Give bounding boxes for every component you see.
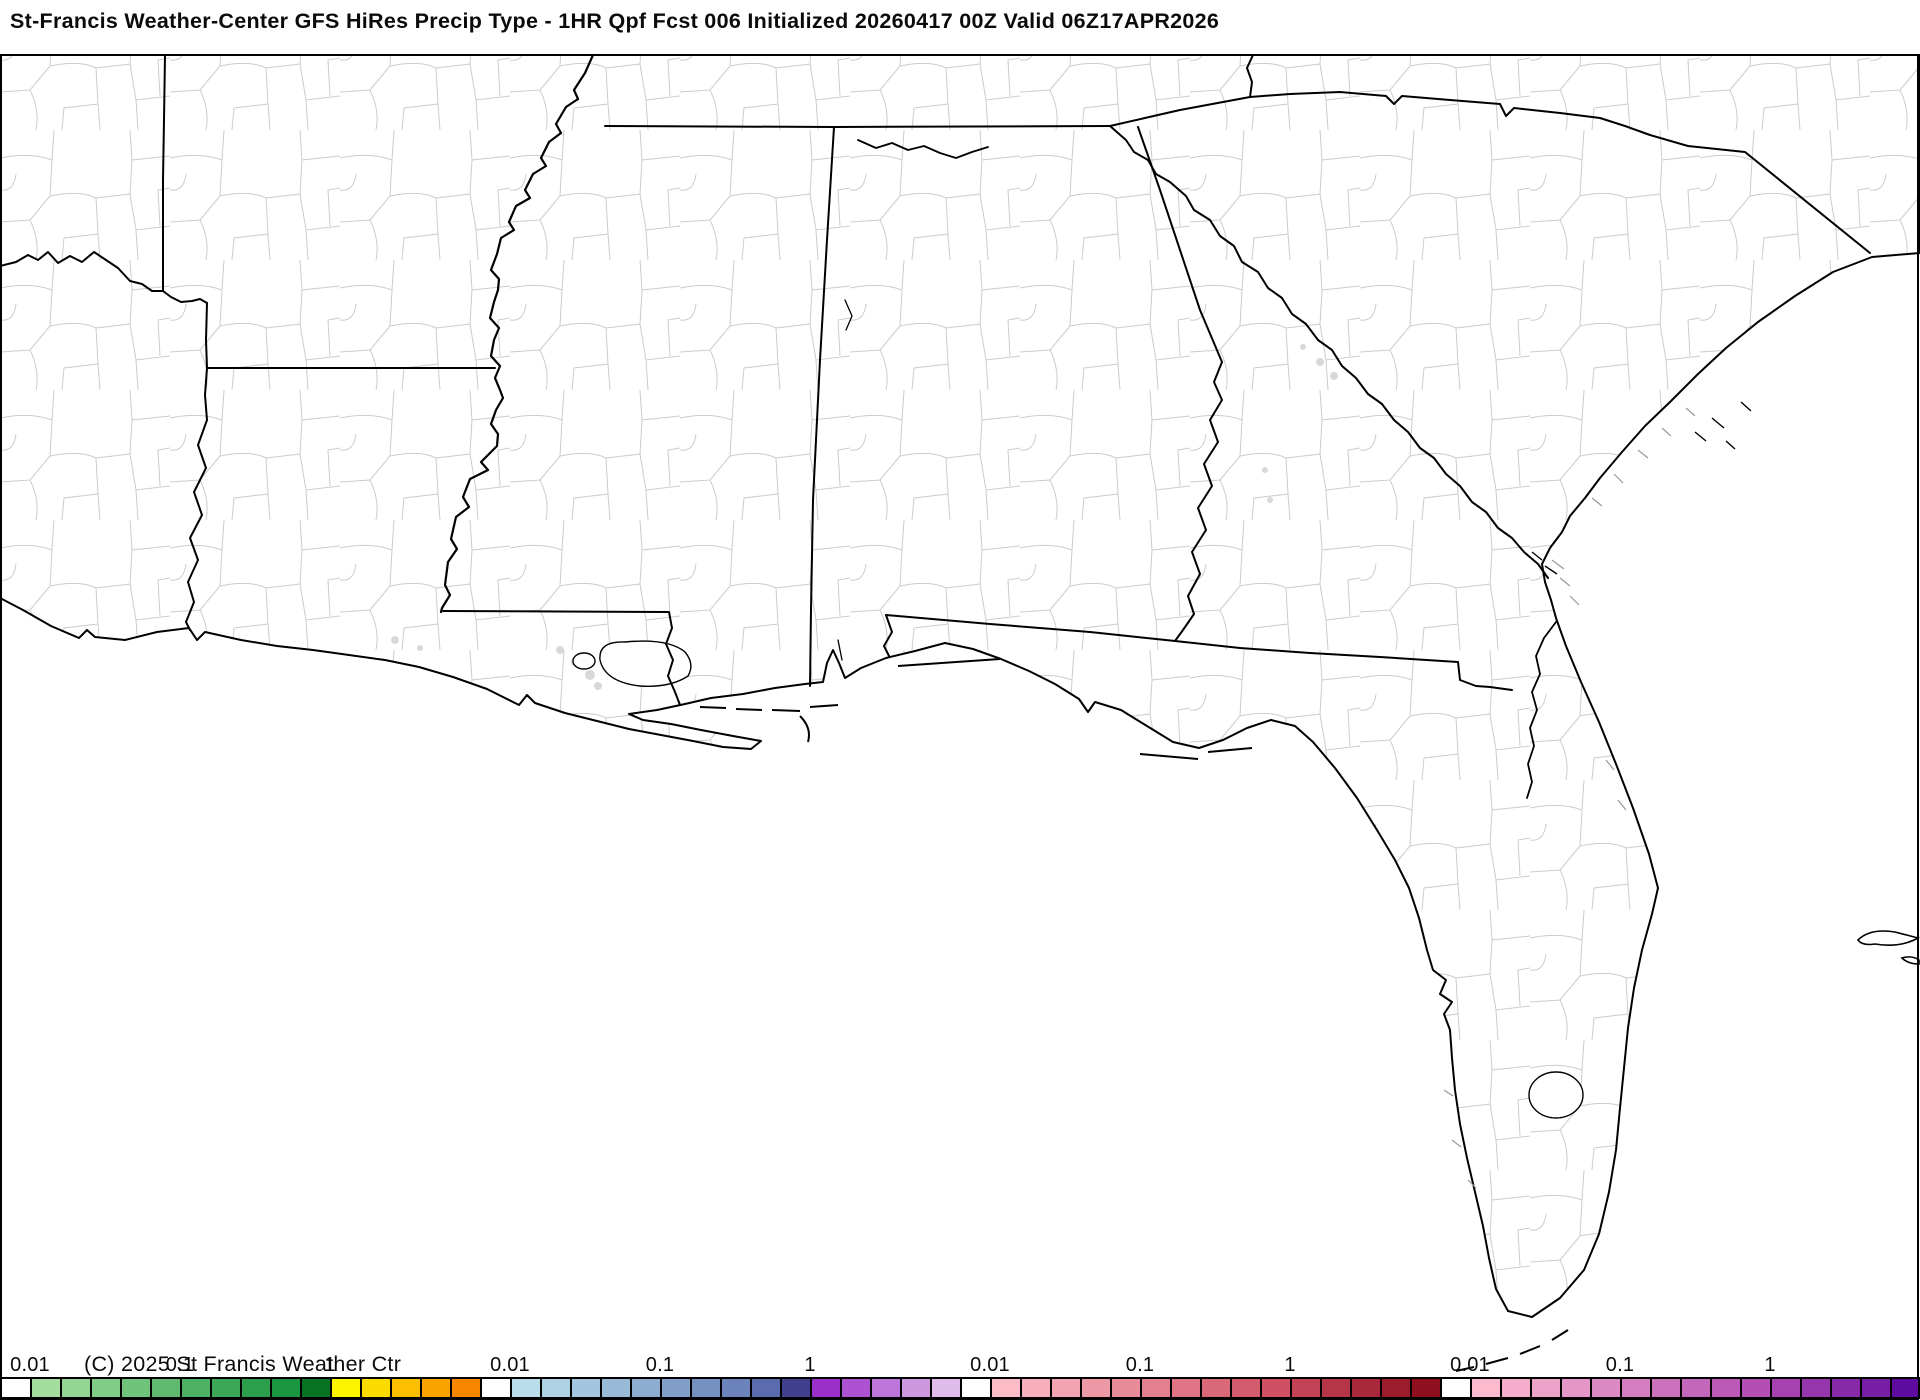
bahama-island [1856, 930, 1920, 965]
border-la-ms [442, 610, 681, 706]
rivers [439, 53, 1557, 799]
lake-okeechobee [1528, 1071, 1584, 1119]
lakes [572, 640, 1584, 1119]
border-tn [604, 125, 1111, 128]
savannah-river [1109, 125, 1549, 579]
border-tx-ar [162, 54, 166, 291]
border-al-fl [885, 614, 1176, 642]
lake-maurepas [572, 652, 596, 670]
tennessee-river [857, 139, 989, 159]
barrier-islands [699, 658, 1569, 1372]
border-tx-la [185, 302, 208, 631]
precip-shading [391, 344, 1338, 690]
border-nc-tn [1246, 54, 1254, 98]
page-title: St-Francis Weather-Center GFS HiRes Prec… [10, 9, 1220, 33]
county-texture [0, 55, 1920, 1317]
border-al-ga [1137, 126, 1223, 642]
map-frame [0, 54, 1919, 1400]
border-fl-ga [1174, 640, 1513, 691]
alabama-river-marks [837, 299, 853, 661]
border-nc-ga-sc [1109, 91, 1871, 254]
border-ms-al [809, 126, 835, 687]
border-red-river [0, 251, 208, 304]
charleston-inlets [1531, 401, 1752, 575]
border-perdido [883, 614, 893, 657]
estuary-marks [1443, 407, 1696, 1189]
st-johns-river [1526, 621, 1557, 799]
mississippi-river [439, 53, 595, 614]
state-borders [0, 54, 1871, 706]
